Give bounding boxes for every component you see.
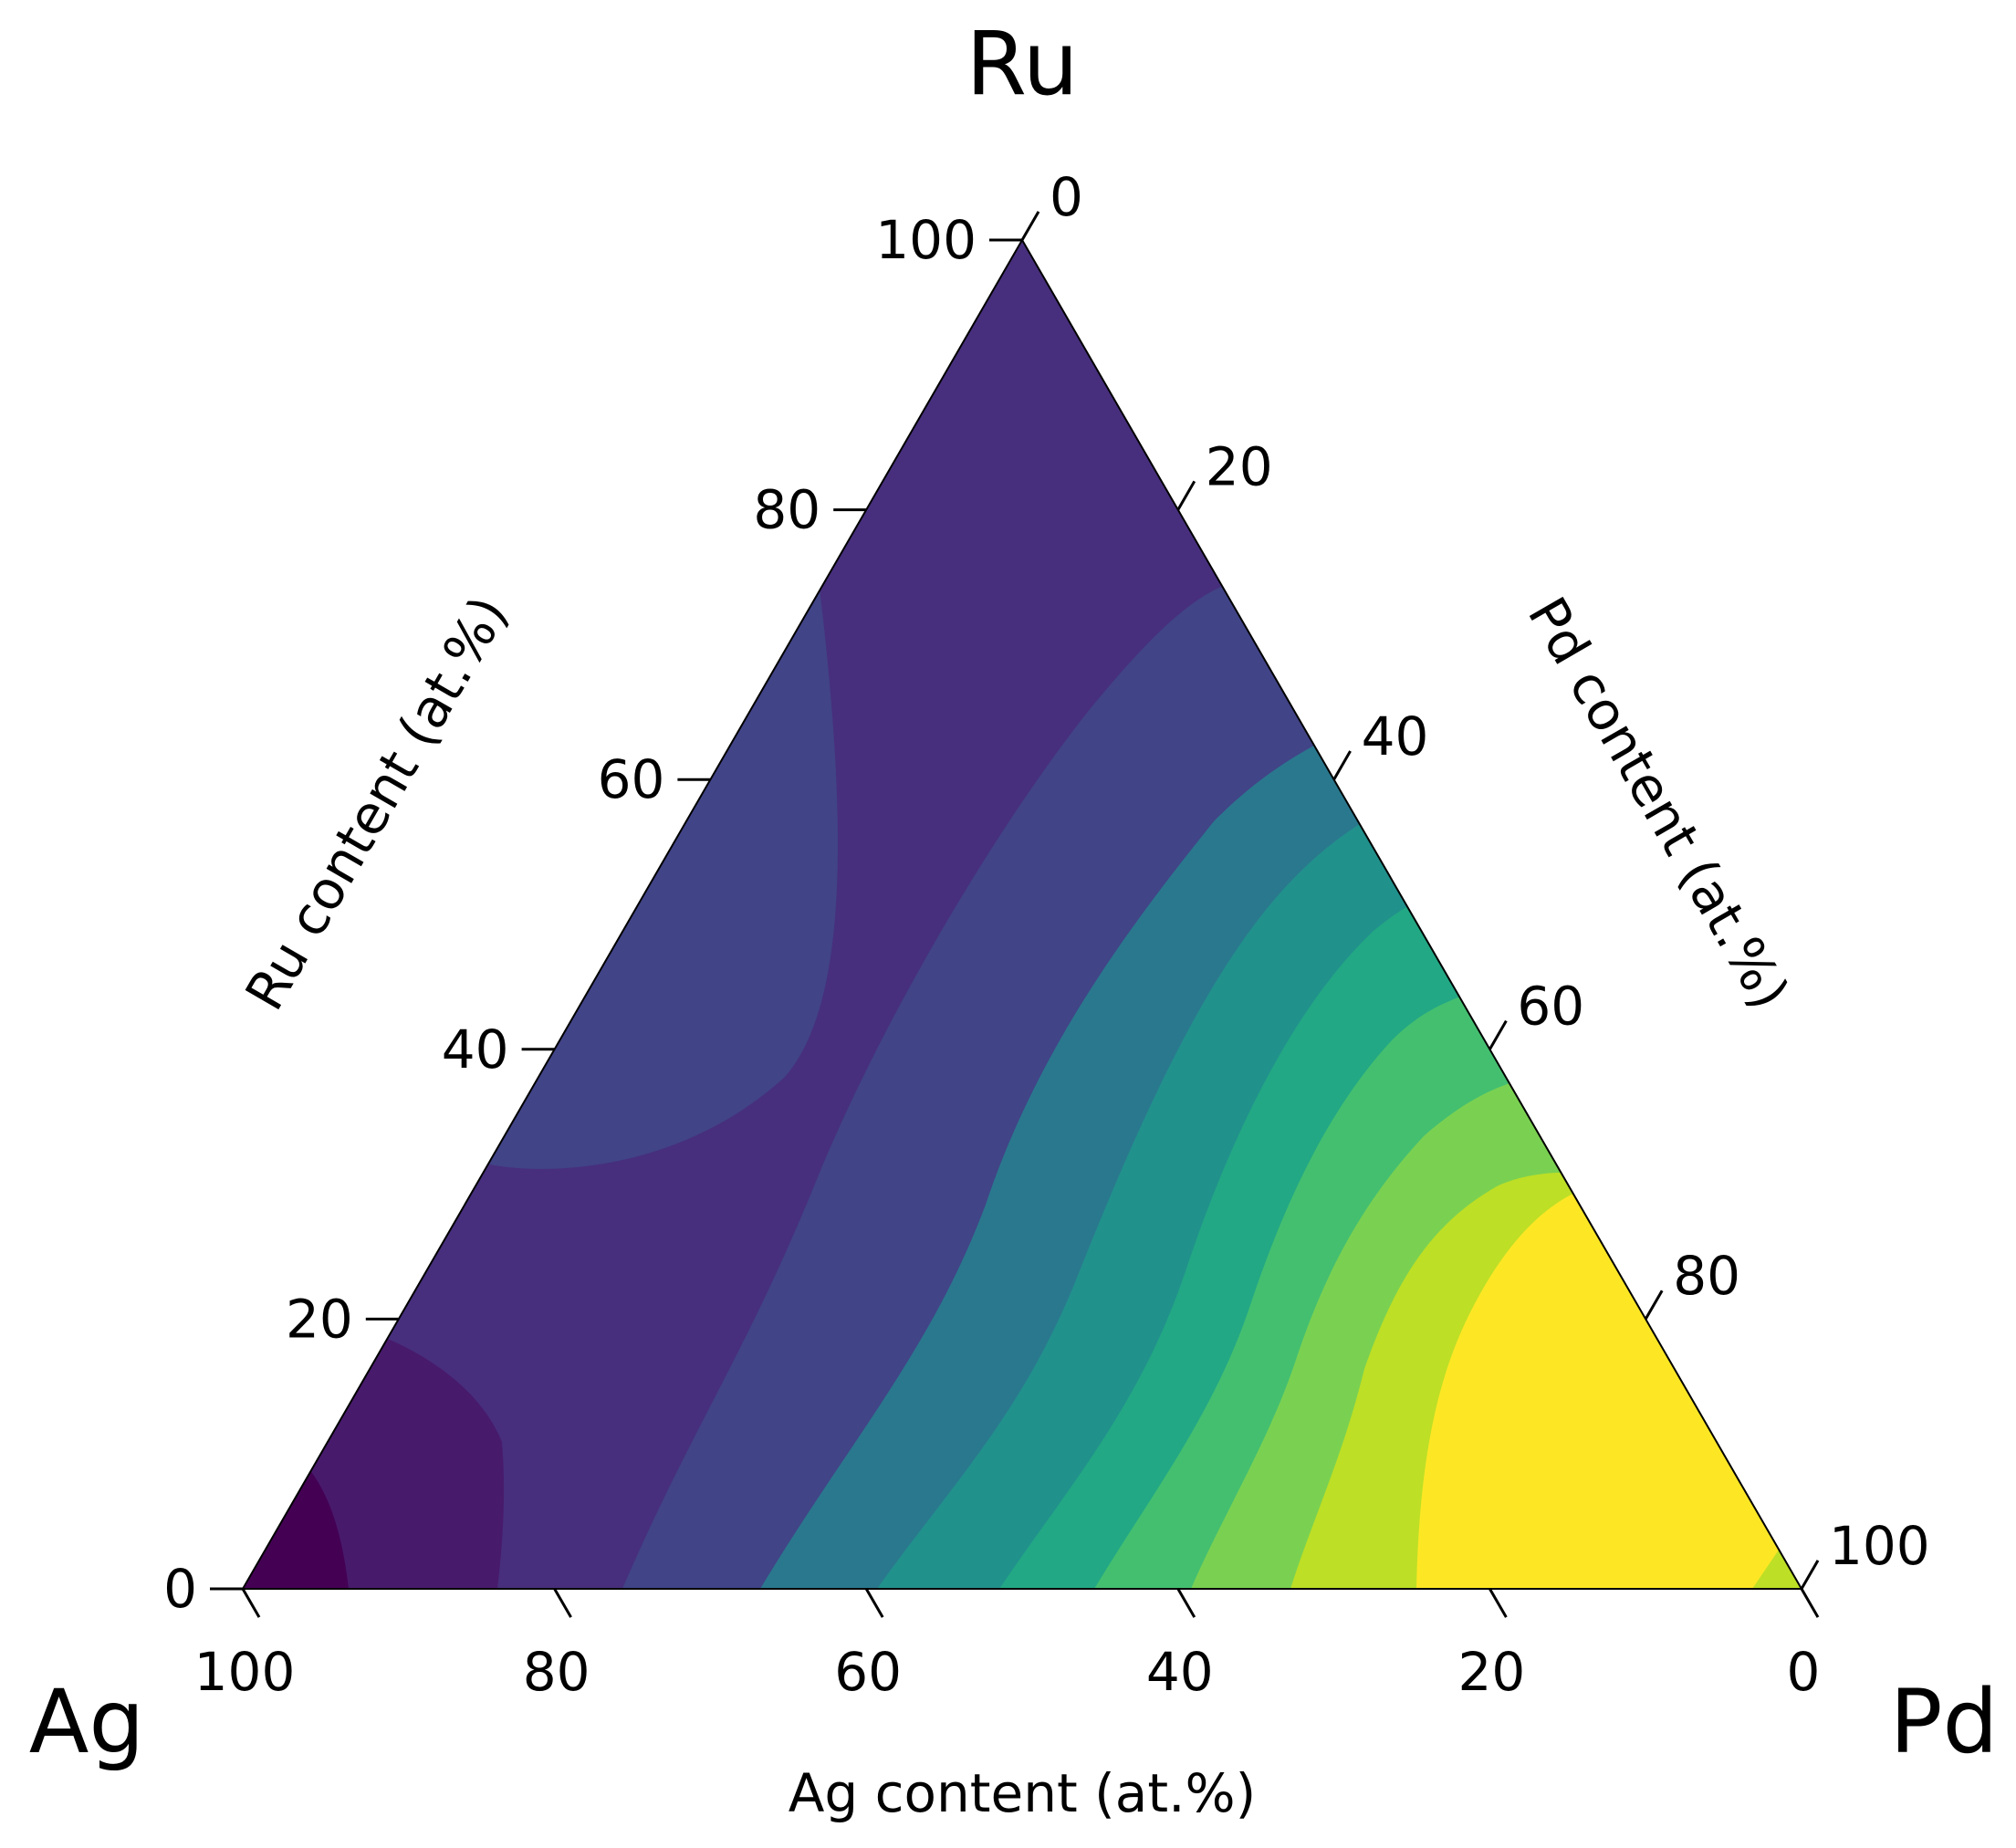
contour-band-ag-lobe xyxy=(347,566,838,1186)
tick-ag-0 xyxy=(1800,1588,1820,1618)
triangle-outline xyxy=(241,238,1803,1590)
tick-pd-40 xyxy=(1332,750,1352,780)
tick-label-ru-40: 40 xyxy=(442,1018,509,1081)
contour-band-l11 xyxy=(1416,1191,1802,1589)
tick-label-ru-80: 80 xyxy=(753,479,820,541)
tick-label-pd-100: 100 xyxy=(1829,1515,1930,1577)
tick-label-pd-80: 80 xyxy=(1673,1245,1740,1307)
tick-ag-80 xyxy=(553,1588,572,1618)
tick-label-ru-20: 20 xyxy=(286,1288,353,1350)
axis-title-ru: Ru content (at.%) xyxy=(234,586,520,1020)
tick-label-pd-20: 20 xyxy=(1206,435,1273,497)
vertex-label-ru: Ru xyxy=(966,13,1078,115)
tick-label-pd-0: 0 xyxy=(1050,166,1083,228)
tick-label-ag-80: 80 xyxy=(523,1641,590,1703)
vertex-label-pd: Pd xyxy=(1890,1671,1999,1773)
tick-label-pd-60: 60 xyxy=(1517,976,1584,1038)
tick-label-pd-40: 40 xyxy=(1362,705,1429,767)
tick-label-ru-0: 0 xyxy=(163,1558,197,1620)
tick-label-ru-100: 100 xyxy=(875,209,977,271)
axis-title-pd: Pd content (at.%) xyxy=(1516,587,1802,1019)
tick-ag-100 xyxy=(241,1588,261,1618)
tick-label-ru-60: 60 xyxy=(598,748,665,810)
tick-label-ag-20: 20 xyxy=(1457,1641,1525,1703)
tick-label-ag-0: 0 xyxy=(1787,1641,1821,1703)
tick-ag-20 xyxy=(1488,1588,1508,1618)
ticks-layer: 0 20 40 60 80 100 0 20 40 60 80 100 100 80 60 40 20 0 xyxy=(163,166,1930,1703)
contour-band-l0 xyxy=(243,1460,349,1589)
axis-title-ag: Ag content (at.%) xyxy=(789,1762,1257,1824)
tick-ag-60 xyxy=(864,1588,884,1618)
tick-pd-100 xyxy=(1800,1560,1820,1590)
tick-pd-20 xyxy=(1176,480,1196,511)
tick-pd-60 xyxy=(1488,1019,1508,1050)
contour-band-l1 xyxy=(243,1337,505,1589)
tick-pd-80 xyxy=(1644,1289,1664,1321)
vertex-label-ag: Ag xyxy=(29,1671,145,1773)
tick-label-ag-60: 60 xyxy=(834,1641,902,1703)
tick-label-ag-100: 100 xyxy=(194,1641,296,1703)
tick-pd-0 xyxy=(1020,211,1040,241)
tick-label-ag-40: 40 xyxy=(1146,1641,1214,1703)
tick-ag-40 xyxy=(1176,1588,1196,1618)
